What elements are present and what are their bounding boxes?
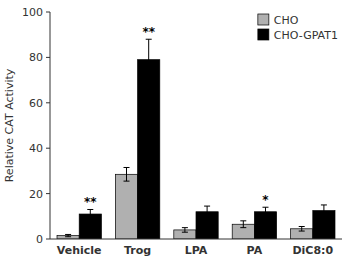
chart: 020406080100Relative CAT Activity*****Ve… [0,0,350,263]
error-cap [65,234,71,235]
y-axis-label: Relative CAT Activity [3,68,16,182]
y-tick [46,12,50,13]
x-axis [50,239,342,240]
legend-label: CHO [274,14,299,27]
error-bar [299,227,305,232]
legend: CHO CHO-GPAT1 [258,14,338,42]
x-tick-label: Trog [124,244,151,257]
y-axis [50,12,51,239]
error-cap [204,217,210,218]
significance-label: ** [142,25,155,39]
x-tick-label: PA [247,244,263,257]
error-cap [321,204,327,205]
y-tick [46,239,50,240]
y-tick-label: 100 [22,6,43,19]
error-bar [124,167,130,181]
y-tick [46,148,50,149]
error-cap [240,220,246,221]
error-bar [87,209,93,218]
error-cap [65,236,71,237]
error-cap [321,216,327,217]
legend-swatch [258,29,269,40]
error-cap [182,232,188,233]
y-tick-label: 80 [29,51,43,64]
error-line [148,39,149,80]
error-cap [124,167,130,168]
bar [115,174,137,239]
error-cap [299,226,305,227]
error-cap [204,206,210,207]
bar [138,60,160,239]
error-bar [262,207,268,216]
error-line [90,209,91,218]
y-tick-label: 0 [36,233,43,246]
error-bar [146,39,152,80]
x-tick-label: LPA [185,244,208,257]
error-line [301,227,302,232]
error-line [323,205,324,216]
error-cap [299,231,305,232]
y-tick-label: 40 [29,142,43,155]
legend-label: CHO-GPAT1 [274,29,338,42]
y-tick [46,57,50,58]
error-cap [124,181,130,182]
x-tick-label: DiC8:0 [292,244,333,257]
y-tick-label: 60 [29,97,43,110]
error-bar [182,228,188,233]
significance-label: * [262,193,269,207]
error-cap [146,80,152,81]
error-line [126,167,127,181]
error-cap [262,216,268,217]
error-cap [182,227,188,228]
error-line [207,206,208,217]
error-bar [204,206,210,217]
error-cap [240,227,246,228]
y-tick [46,193,50,194]
x-tick-label: Vehicle [57,244,102,257]
y-tick-label: 20 [29,188,43,201]
error-bar [240,221,246,228]
error-line [184,228,185,233]
significance-label: ** [84,195,97,209]
error-bar [65,234,71,236]
error-line [265,207,266,216]
plot-area [57,39,335,239]
error-bar [321,205,327,216]
legend-swatch [258,14,269,25]
bar [254,212,276,239]
error-line [243,221,244,228]
y-tick [46,102,50,103]
error-cap [87,218,93,219]
